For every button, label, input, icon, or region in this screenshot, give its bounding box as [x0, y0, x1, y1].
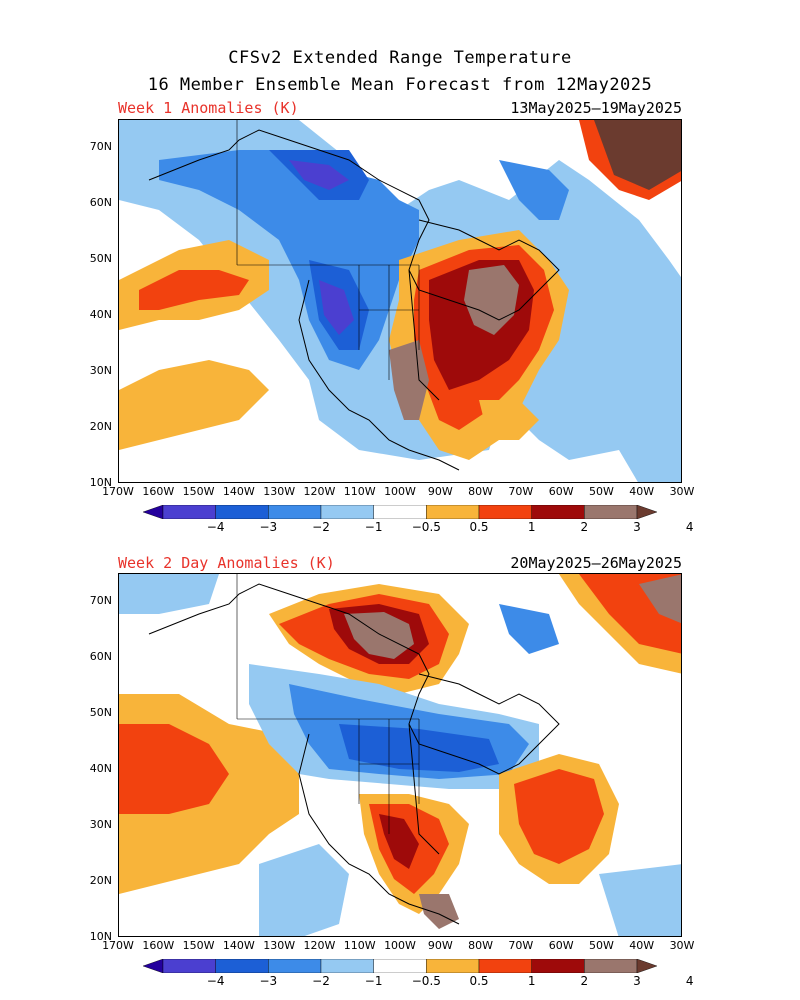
- lat-label: 50N: [89, 706, 112, 719]
- colorbar-label: −0.5: [411, 520, 441, 534]
- lon-label: 70W: [508, 939, 534, 952]
- lon-label: 170W: [102, 939, 134, 952]
- colorbar-1: [142, 504, 658, 520]
- colorbar-swatch: [426, 504, 480, 520]
- colorbar-swatch: [373, 958, 427, 974]
- lon-label: 150W: [182, 939, 215, 952]
- lat-label: 60N: [89, 196, 112, 209]
- panel-1-dates: 13May2025–19May2025: [510, 99, 682, 117]
- lon-label: 80W: [468, 939, 493, 952]
- lat-label: 30N: [89, 818, 112, 831]
- colorbar-swatch: [531, 958, 585, 974]
- lon-label: 60W: [548, 485, 574, 498]
- colorbar-swatch: [636, 504, 658, 520]
- lat-label: 30N: [89, 364, 112, 377]
- colorbar-swatch: [268, 958, 322, 974]
- lat-label: 20N: [89, 874, 112, 887]
- lat-label: 50N: [89, 252, 112, 265]
- colorbar-swatch: [478, 958, 532, 974]
- lat-label: 40N: [89, 762, 112, 775]
- colorbar-swatch: [268, 504, 322, 520]
- colorbar-swatch: [215, 958, 269, 974]
- colorbar-label: −4: [206, 974, 225, 988]
- colorbar-swatch: [162, 958, 216, 974]
- colorbar-label: 2: [580, 974, 589, 988]
- colorbar-label: 4: [685, 974, 694, 988]
- colorbar-label: 1: [527, 974, 536, 988]
- panel-2-label: Week 2 Day Anomalies (K): [118, 554, 335, 572]
- colorbar-label: −3: [259, 974, 278, 988]
- colorbar-label: 3: [633, 974, 641, 988]
- lat-label: 10N: [89, 476, 112, 489]
- lon-label: 120W: [303, 939, 336, 952]
- colorbar-swatch: [584, 504, 638, 520]
- lat-label: 70N: [89, 594, 112, 607]
- colorbar-swatch: [373, 504, 427, 520]
- lat-label: 70N: [89, 140, 112, 153]
- lon-label: 140W: [222, 939, 255, 952]
- lon-label: 30W: [669, 939, 695, 952]
- lat-label: 10N: [89, 930, 112, 943]
- lon-label: 30W: [669, 485, 695, 498]
- colorbar-label: 3: [633, 520, 641, 534]
- lon-label: 110W: [343, 939, 376, 952]
- colorbar-swatch: [320, 504, 374, 520]
- lon-label: 100W: [384, 939, 416, 952]
- colorbar-swatch: [636, 958, 658, 974]
- lon-label: 50W: [588, 939, 614, 952]
- lon-label: 170W: [102, 485, 134, 498]
- colorbar-swatch: [142, 958, 164, 974]
- panel-2-dates: 20May2025–26May2025: [510, 554, 682, 572]
- colorbar-swatch: [584, 958, 638, 974]
- lon-label: 140W: [222, 485, 255, 498]
- lon-label: 40W: [629, 485, 655, 498]
- lat-label: 20N: [89, 420, 112, 433]
- lon-label: 120W: [303, 485, 336, 498]
- lon-label: 80W: [468, 485, 493, 498]
- lon-label: 150W: [182, 485, 215, 498]
- lon-label: 60W: [548, 939, 574, 952]
- lon-label: 100W: [384, 485, 416, 498]
- lon-label: 90W: [427, 485, 453, 498]
- colorbar-label: −1: [364, 520, 383, 534]
- colorbar-label: −2: [312, 974, 330, 988]
- title-line-2: 16 Member Ensemble Mean Forecast from 12…: [147, 75, 653, 95]
- colorbar-label: −1: [364, 974, 383, 988]
- colorbar-swatch: [531, 504, 585, 520]
- colorbar-swatch: [478, 504, 532, 520]
- colorbar-label: 4: [685, 520, 694, 534]
- colorbar-label: 0.5: [469, 974, 489, 988]
- lon-label: 70W: [508, 485, 534, 498]
- lat-label: 40N: [89, 308, 112, 321]
- week-2-anomaly-map: [118, 573, 682, 937]
- colorbar-2: [142, 958, 658, 974]
- lon-label: 160W: [142, 485, 175, 498]
- colorbar-label: −4: [206, 520, 225, 534]
- lon-label: 90W: [427, 939, 453, 952]
- colorbar-label: −0.5: [411, 974, 441, 988]
- colorbar-swatch: [162, 504, 216, 520]
- lon-label: 50W: [588, 485, 614, 498]
- lon-label: 40W: [629, 939, 655, 952]
- lon-label: 130W: [263, 939, 296, 952]
- lon-label: 110W: [343, 485, 376, 498]
- colorbar-swatch: [320, 958, 374, 974]
- colorbar-label: −2: [312, 520, 330, 534]
- title-line-1: CFSv2 Extended Range Temperature: [228, 48, 572, 68]
- week-1-map-svg: [119, 120, 681, 482]
- lon-label: 160W: [142, 939, 175, 952]
- colorbar-swatch: [426, 958, 480, 974]
- week-2-map-svg: [119, 574, 681, 936]
- lon-label: 130W: [263, 485, 296, 498]
- lat-label: 60N: [89, 650, 112, 663]
- panel-1-label: Week 1 Anomalies (K): [118, 99, 299, 117]
- week-1-anomaly-map: [118, 119, 682, 483]
- colorbar-swatch: [142, 504, 164, 520]
- colorbar-label: 1: [527, 520, 536, 534]
- colorbar-label: −3: [259, 520, 278, 534]
- colorbar-label: 2: [580, 520, 589, 534]
- colorbar-label: 0.5: [469, 520, 489, 534]
- colorbar-swatch: [215, 504, 269, 520]
